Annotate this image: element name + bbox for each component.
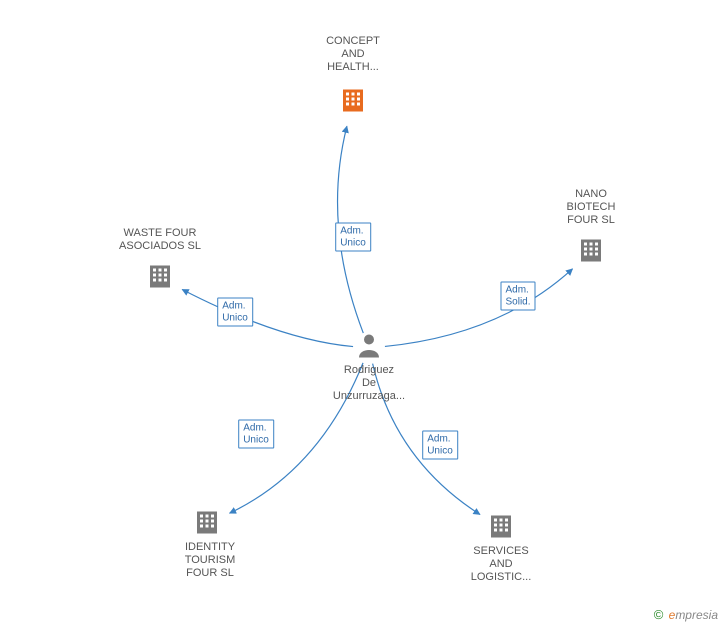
building-icon[interactable] — [146, 262, 174, 295]
person-icon — [358, 334, 380, 363]
edge-label: Adm. Unico — [335, 223, 371, 252]
copyright-symbol: © — [654, 607, 664, 622]
node-label: SERVICESANDLOGISTIC... — [471, 545, 532, 585]
building-icon[interactable] — [577, 236, 605, 269]
edge-label: Adm. Unico — [422, 431, 458, 460]
node-label: WASTE FOURASOCIADOS SL — [119, 227, 201, 253]
building-icon[interactable] — [193, 508, 221, 541]
node-label: IDENTITYTOURISMFOUR SL — [185, 541, 236, 581]
edge — [385, 269, 573, 347]
center-node-label: RodriguezDeUnzurruzaga... — [333, 364, 405, 404]
watermark: © empresia — [654, 607, 718, 622]
edge-label: Adm. Solid. — [500, 282, 535, 311]
building-icon[interactable] — [339, 86, 367, 119]
node-label: CONCEPTANDHEALTH... — [326, 35, 380, 75]
edge-label: Adm. Unico — [217, 298, 253, 327]
node-label: NANOBIOTECHFOUR SL — [567, 188, 616, 228]
edge-label: Adm. Unico — [238, 420, 274, 449]
edge — [182, 289, 353, 346]
building-icon[interactable] — [487, 512, 515, 545]
